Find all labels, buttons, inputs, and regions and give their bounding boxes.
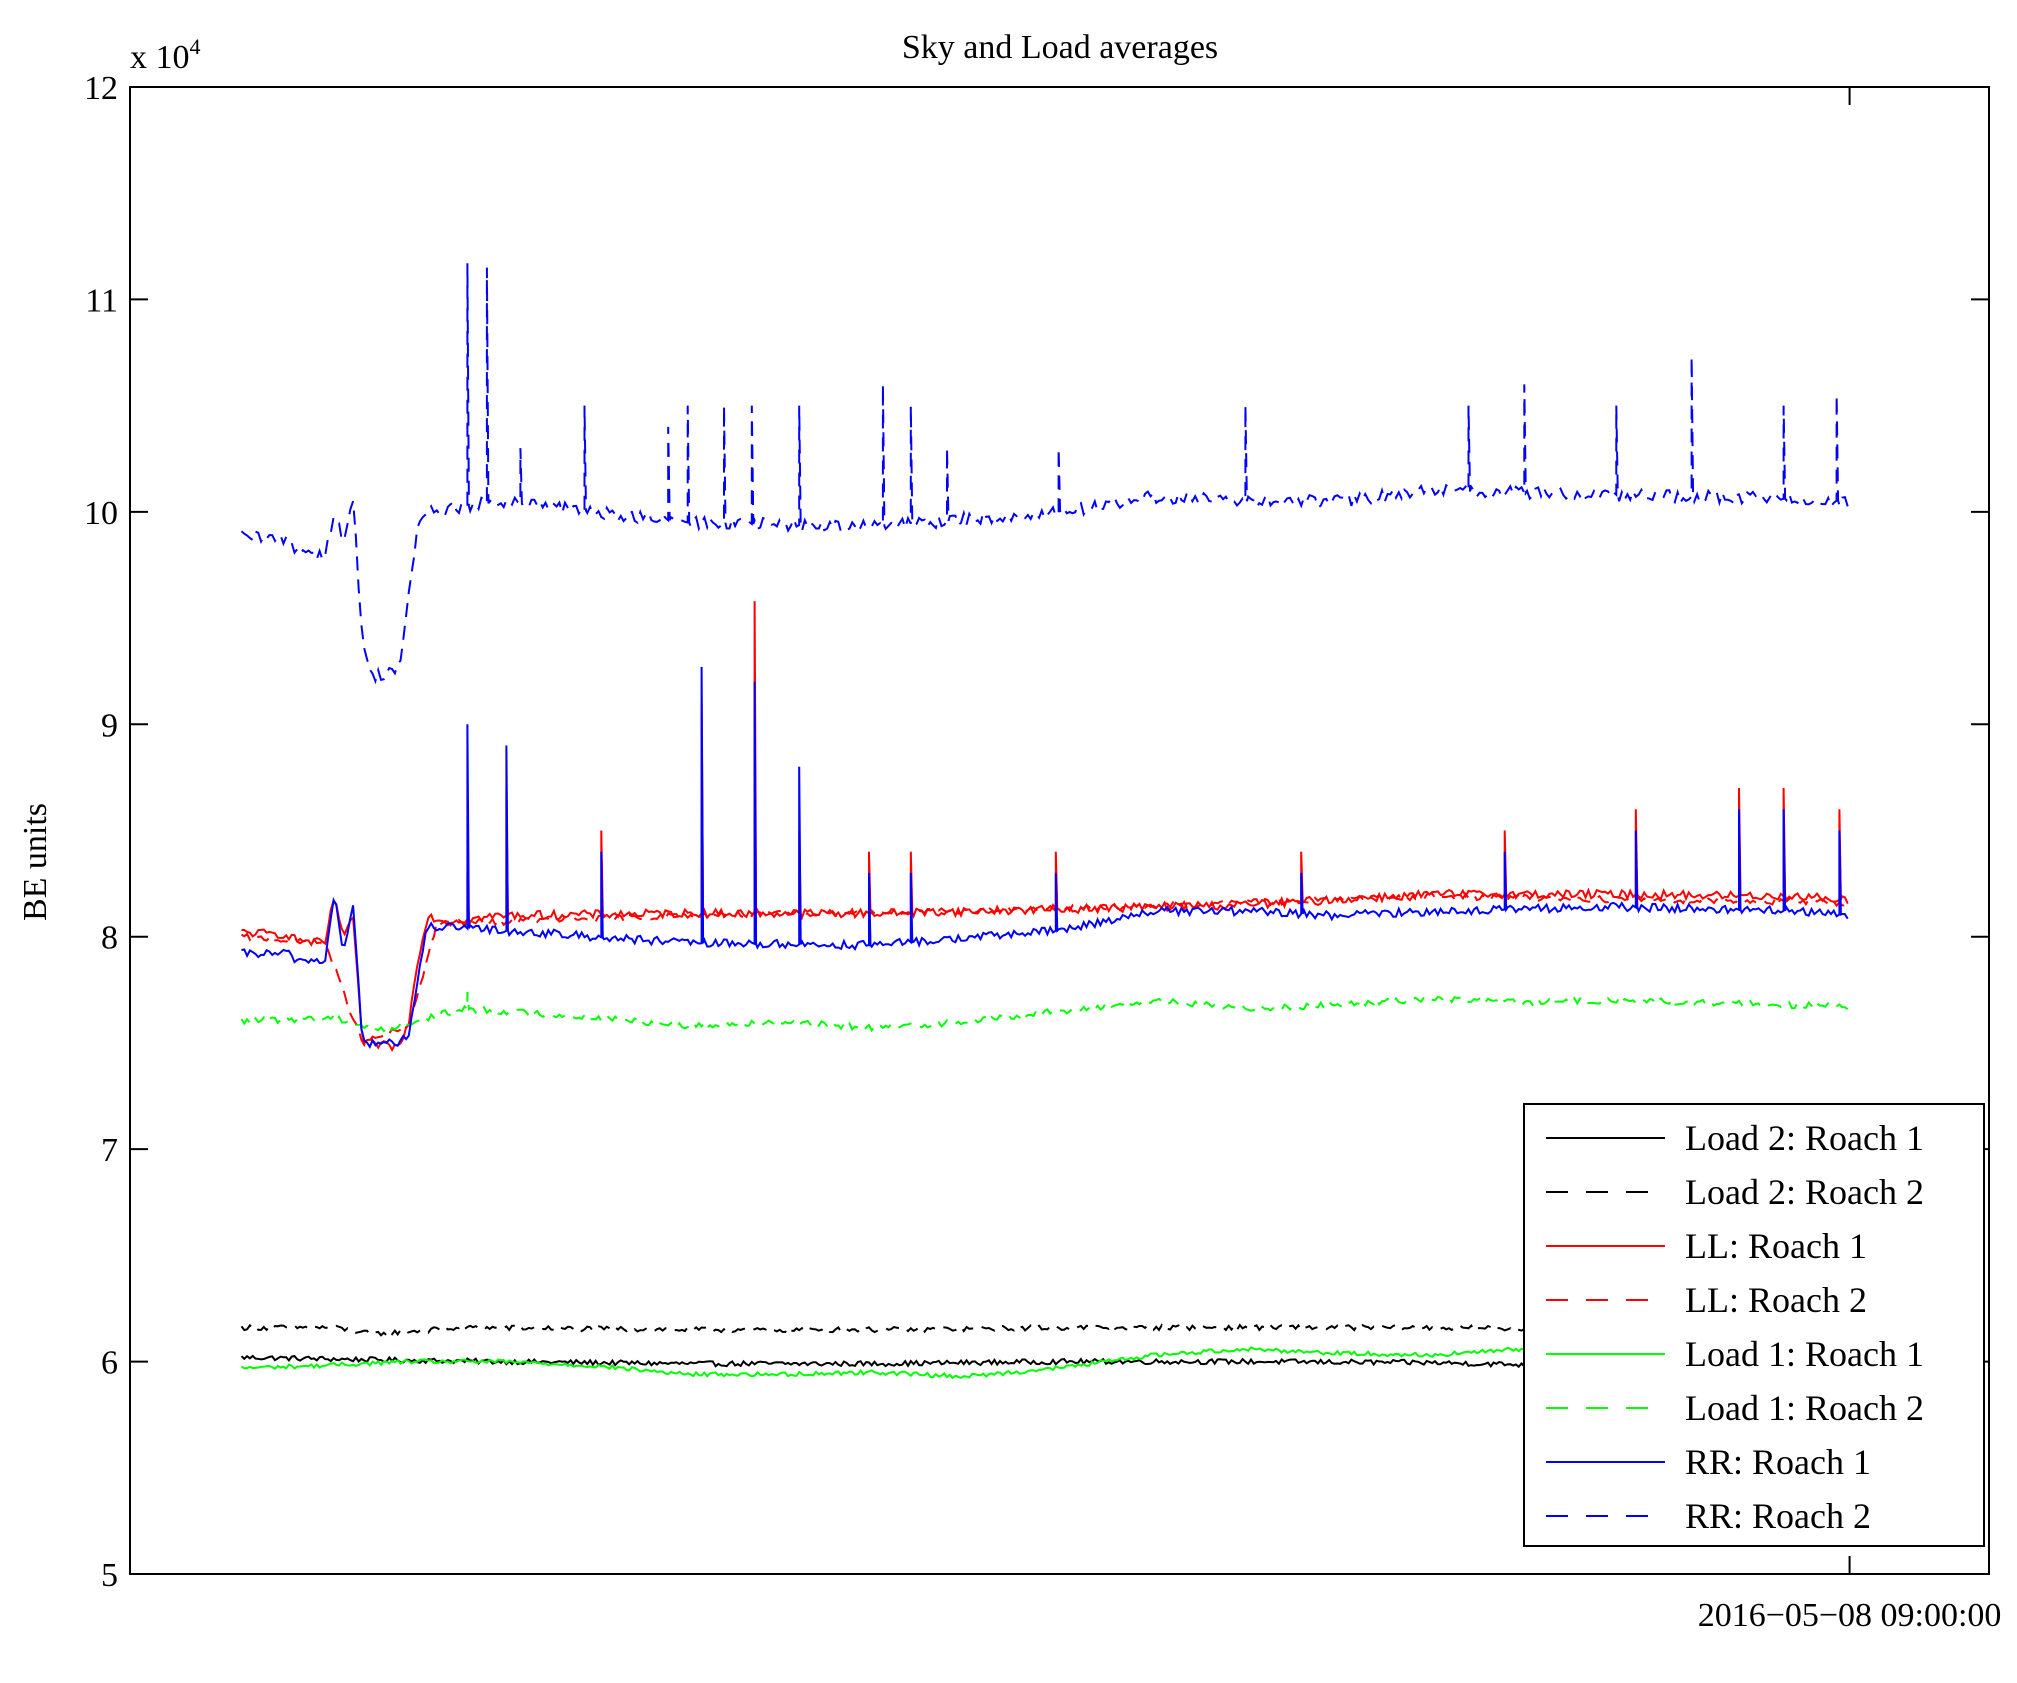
legend: Load 2: Roach 1 Load 2: Roach 2 LL: Roach …	[1523, 1103, 1985, 1547]
series-line-1	[240, 1323, 1726, 1337]
legend-label: Load 2: Roach 2	[1685, 1172, 1924, 1212]
series-layer	[240, 263, 1849, 1380]
y-tick-label: 12	[84, 70, 118, 107]
series-line-6	[241, 666, 1849, 1050]
legend-label: LL: Roach 1	[1685, 1226, 1867, 1266]
y-tick-label: 11	[85, 282, 118, 319]
y-tick-label: 9	[101, 707, 118, 744]
y-tick-label: 7	[101, 1132, 118, 1169]
y-multiplier: x 104	[130, 34, 201, 76]
plot-frame	[129, 86, 1990, 1575]
y-multiplier-base: x 10	[130, 39, 190, 76]
legend-label: Load 2: Roach 1	[1685, 1118, 1924, 1158]
legend-label: LL: Roach 2	[1685, 1280, 1867, 1320]
legend-box	[1523, 1103, 1985, 1547]
series-line-5	[240, 991, 1849, 1035]
legend-label: Load 1: Roach 1	[1685, 1334, 1924, 1374]
y-tick-label: 8	[101, 920, 118, 957]
legend-items: Load 2: Roach 1 Load 2: Roach 2 LL: Roach …	[1546, 1118, 1924, 1536]
legend-label: Load 1: Roach 2	[1685, 1388, 1924, 1428]
y-multiplier-exponent: 4	[190, 34, 201, 59]
series-line-3	[240, 891, 1848, 1048]
series-line-7	[240, 263, 1849, 685]
y-tick-label: 6	[101, 1345, 118, 1382]
series-line-2	[241, 601, 1849, 1052]
chart-title: Sky and Load averages	[902, 29, 1218, 66]
y-axis-label: BE units	[17, 803, 54, 921]
y-tick-label: 10	[84, 495, 118, 532]
y-ticks: 5 6 7 8 9 10 11 12	[84, 70, 1989, 1594]
x-tick-label: 2016−05−08 09:00:00	[1698, 1597, 2002, 1634]
legend-label: RR: Roach 2	[1685, 1496, 1871, 1536]
legend-label: RR: Roach 1	[1685, 1442, 1871, 1482]
x-ticks: 2016−05−08 09:00:00	[1698, 87, 2002, 1634]
y-tick-label: 5	[101, 1557, 118, 1594]
series-line-4	[240, 1345, 1726, 1380]
